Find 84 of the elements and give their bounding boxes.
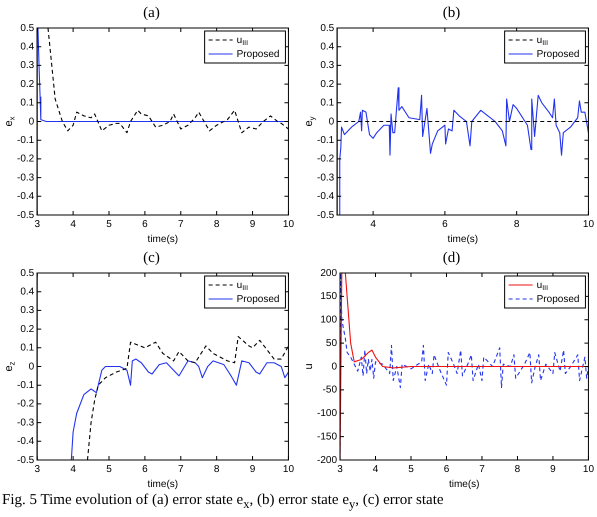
y-tick-label: 0.2 <box>320 78 335 90</box>
x-tick-label: 7 <box>178 218 184 230</box>
x-tick-label: 9 <box>250 218 256 230</box>
y-tick-label: -0.2 <box>16 398 35 410</box>
y-tick-label: -0.1 <box>16 380 35 391</box>
y-tick-label: 0.2 <box>20 324 35 335</box>
caption: Fig. 5 Time evolution of (a) error state e$_{x}$, (b) error state e$_{y}$, (c) error state <box>2 492 444 512</box>
y-tick-label: 0.4 <box>20 286 35 298</box>
x-tick-label: 5 <box>408 464 414 475</box>
x-tick-label: 5 <box>106 218 112 230</box>
x-axis-title: time(s) <box>448 478 480 490</box>
y-tick-label: 0 <box>28 361 35 372</box>
y-tick-label: 100 <box>320 314 338 326</box>
y-tick-label: -0.5 <box>16 210 35 221</box>
y-tick-label: 0.5 <box>320 22 335 34</box>
x-tick-label: 6 <box>142 218 148 230</box>
y-tick-label: -0.2 <box>16 154 35 165</box>
x-tick-label: 10 <box>582 218 594 230</box>
y-tick-label: 0.2 <box>20 78 35 90</box>
y-tick-label: 0.4 <box>320 41 335 52</box>
y-tick-label: -0.3 <box>16 417 35 428</box>
chart-title: (d) <box>442 250 460 266</box>
x-axis-title: time(s) <box>148 234 178 245</box>
x-tick-label: 4 <box>70 218 76 230</box>
x-axis-title: time(s) <box>148 478 178 490</box>
x-tick-label: 8 <box>214 218 220 230</box>
x-tick-label: 9 <box>250 464 256 475</box>
x-tick-label: 4 <box>70 464 76 475</box>
chart-title: (c) <box>143 250 160 266</box>
y-tick-label: 0.5 <box>20 22 35 34</box>
x-tick-label: 7 <box>178 464 184 475</box>
y-tick-label: 0.5 <box>20 268 35 279</box>
y-tick-label: 0.3 <box>20 305 35 316</box>
x-tick-label: 6 <box>442 218 448 230</box>
y-tick-label: -0.5 <box>16 454 35 466</box>
x-tick-label: 6 <box>142 464 148 475</box>
y-tick-label: -0.3 <box>16 172 35 184</box>
x-tick-label: 8 <box>514 218 520 230</box>
y-tick-label: 0.3 <box>20 60 35 72</box>
x-tick-label: 8 <box>514 464 521 475</box>
x-tick-label: 7 <box>479 464 486 475</box>
x-tick-label: 3 <box>337 464 344 475</box>
legend-label: Proposed <box>536 294 580 305</box>
y-tick-label: 50 <box>326 338 338 349</box>
x-tick-label: 8 <box>214 464 220 475</box>
legend-label: Proposed <box>536 48 580 60</box>
x-axis-title: time(s) <box>448 234 478 245</box>
y-axis-title: u <box>303 363 316 370</box>
y-tick-label: 150 <box>320 291 338 302</box>
chart-title: (b) <box>442 4 460 21</box>
y-tick-label: 200 <box>320 268 338 279</box>
y-tick-label: -200 <box>317 454 338 466</box>
y-tick-label: 0.1 <box>20 342 35 354</box>
x-tick-label: 5 <box>106 464 112 475</box>
y-tick-label: -150 <box>317 431 338 442</box>
y-tick-label: -0.3 <box>316 172 335 184</box>
y-tick-label: 0 <box>328 116 335 128</box>
y-tick-label: -100 <box>317 408 338 419</box>
x-tick-label: 3 <box>34 464 40 475</box>
y-tick-label: -0.4 <box>16 191 35 202</box>
x-tick-label: 4 <box>372 464 379 475</box>
y-tick-label: 0.1 <box>20 98 35 109</box>
y-tick-label: 0 <box>28 116 35 128</box>
y-tick-label: 0.1 <box>320 98 335 109</box>
chart-title: (a) <box>143 4 160 21</box>
y-tick-label: 0.4 <box>20 41 35 52</box>
x-tick-label: 10 <box>282 218 294 230</box>
x-tick-label: 3 <box>34 218 40 230</box>
x-tick-label: 10 <box>282 464 294 475</box>
y-tick-label: 0 <box>331 361 338 372</box>
x-tick-label: 4 <box>370 218 376 230</box>
y-tick-label: -0.4 <box>316 191 335 202</box>
y-tick-label: -0.5 <box>316 210 335 221</box>
legend-label: Proposed <box>236 294 280 305</box>
y-tick-label: -0.2 <box>316 154 335 165</box>
y-tick-label: -0.1 <box>316 134 335 146</box>
y-tick-label: -0.1 <box>16 134 35 146</box>
y-tick-label: -50 <box>322 384 338 396</box>
legend-label: Proposed <box>236 48 280 60</box>
y-tick-label: 0.3 <box>320 60 335 72</box>
x-tick-label: 9 <box>550 464 556 475</box>
x-tick-label: 10 <box>582 464 594 475</box>
x-tick-label: 6 <box>444 464 450 475</box>
y-tick-label: -0.4 <box>16 436 35 448</box>
